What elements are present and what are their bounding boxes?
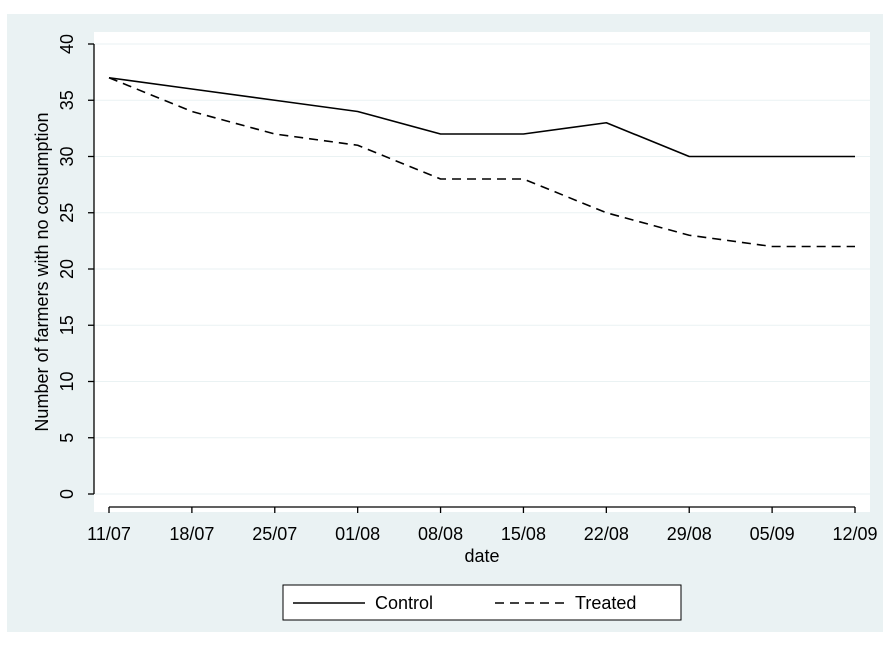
- y-tick-label: 0: [57, 489, 77, 499]
- y-tick-label: 20: [57, 259, 77, 279]
- x-tick-label: 25/07: [252, 524, 297, 544]
- x-ticks: 11/07 18/07 25/07 01/08 08/08 15/08 22/08 29/08…: [87, 507, 878, 544]
- series-line-control: [108, 76, 855, 158]
- y-tick-label: 15: [57, 315, 77, 335]
- series-lines: [108, 76, 855, 248]
- x-axis-title: date: [464, 546, 499, 566]
- x-tick-label: 15/08: [501, 524, 546, 544]
- plot-area: [94, 32, 870, 512]
- legend: Control Treated: [282, 584, 682, 621]
- x-tick-label: 08/08: [418, 524, 463, 544]
- y-tick-label: 35: [57, 90, 77, 110]
- y-ticks: 0 5 10 15 20 25 30 35 40: [57, 34, 94, 499]
- y-tick-label: 25: [57, 203, 77, 223]
- y-tick-label: 40: [57, 34, 77, 54]
- x-tick-label: 18/07: [169, 524, 214, 544]
- x-tick-label: 29/08: [667, 524, 712, 544]
- legend-treated-label: Treated: [575, 593, 636, 613]
- y-axis-title: Number of farmers with no consumption: [32, 112, 52, 431]
- x-tick-label: 22/08: [584, 524, 629, 544]
- x-tick-label: 05/09: [750, 524, 795, 544]
- y-tick-label: 10: [57, 371, 77, 391]
- y-tick-label: 5: [57, 433, 77, 443]
- x-tick-label: 12/09: [832, 524, 877, 544]
- series-line-treated: [108, 77, 855, 248]
- x-tick-label: 11/07: [87, 524, 131, 544]
- y-tick-label: 30: [57, 146, 77, 166]
- x-tick-label: 01/08: [335, 524, 380, 544]
- legend-control-label: Control: [375, 593, 433, 613]
